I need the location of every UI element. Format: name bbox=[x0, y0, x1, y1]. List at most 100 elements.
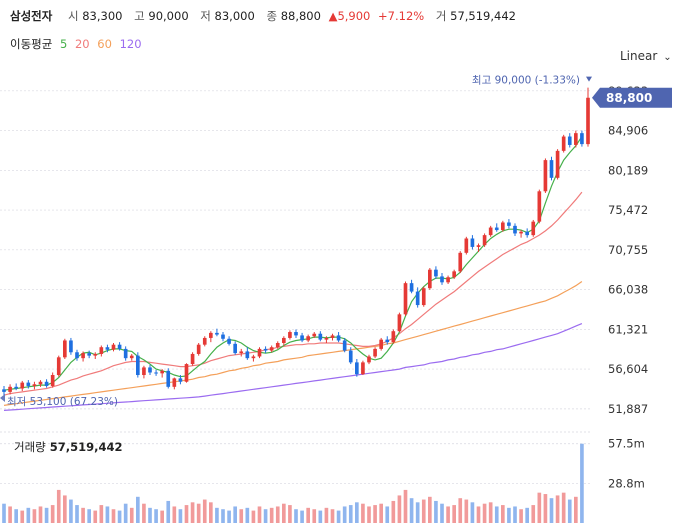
candle-body bbox=[190, 353, 195, 365]
candle-body bbox=[275, 342, 280, 348]
volume-bar bbox=[190, 502, 195, 523]
price-tick-label: 66,038 bbox=[608, 283, 648, 297]
candle-body bbox=[379, 339, 383, 349]
candle-body bbox=[14, 386, 18, 389]
volume-bar bbox=[428, 496, 432, 523]
scale-select-value: Linear bbox=[620, 49, 658, 63]
volume-bar bbox=[519, 509, 523, 523]
candle-body bbox=[494, 227, 499, 231]
volume-bar bbox=[69, 499, 73, 523]
candle-body bbox=[93, 353, 98, 356]
candle-body bbox=[348, 350, 353, 363]
price-tick-label: 51,887 bbox=[608, 402, 648, 416]
volume-bar bbox=[403, 489, 408, 523]
change-percent: +7.12% bbox=[378, 9, 425, 23]
volume-bar bbox=[324, 507, 329, 523]
volume-bar bbox=[336, 510, 341, 523]
candle-body bbox=[178, 378, 183, 382]
volume-bar bbox=[507, 507, 511, 523]
stock-name: 삼성전자 bbox=[10, 9, 53, 23]
candle-body bbox=[543, 160, 548, 192]
volume-bar bbox=[202, 499, 207, 523]
candle-body bbox=[202, 337, 207, 345]
price-axis: 89,62384,90680,18975,47270,75566,03861,3… bbox=[608, 84, 648, 416]
volume-bar bbox=[251, 510, 256, 523]
volume-bar bbox=[221, 509, 225, 523]
high-label: 고 bbox=[134, 9, 145, 23]
scale-select[interactable]: Linear ⌄ bbox=[620, 49, 672, 63]
candle-body bbox=[263, 348, 268, 351]
volume-bar bbox=[99, 505, 104, 523]
candle-body bbox=[215, 332, 219, 335]
volume-bar bbox=[452, 505, 456, 523]
volume-bar bbox=[93, 510, 98, 523]
volume-tick-label: 28.8m bbox=[608, 476, 645, 490]
candle-body bbox=[513, 225, 517, 234]
candles bbox=[2, 87, 590, 396]
quote-header: 삼성전자 시 83,300 고 90,000 저 83,000 종 88,800… bbox=[10, 8, 520, 24]
candle-body bbox=[142, 367, 146, 376]
volume-bar bbox=[306, 507, 310, 523]
volume-bar bbox=[257, 506, 262, 523]
volume-value: 57,519,442 bbox=[450, 9, 516, 23]
volume-bar bbox=[105, 506, 110, 523]
volume-bar bbox=[215, 507, 219, 523]
volume-bar bbox=[549, 498, 554, 523]
ma20-line bbox=[3, 191, 583, 396]
candle-body bbox=[166, 370, 171, 387]
candle-body bbox=[421, 288, 426, 306]
volume-bar bbox=[409, 498, 414, 523]
volume-bar bbox=[318, 510, 323, 523]
candle-body bbox=[154, 372, 158, 374]
candle-body bbox=[8, 386, 12, 392]
candle-body bbox=[75, 352, 79, 359]
candle-body bbox=[184, 364, 189, 382]
candle-body bbox=[330, 335, 335, 338]
volume-axis: 57.5m 28.8m bbox=[608, 437, 645, 491]
volume-bar bbox=[482, 503, 487, 523]
moving-average-legend: 이동평균 5 20 60 120 bbox=[10, 36, 146, 52]
volume-bar bbox=[355, 502, 359, 523]
candle-body bbox=[476, 245, 481, 247]
volume-bar bbox=[470, 502, 475, 523]
candle-body bbox=[160, 370, 164, 374]
candle-body bbox=[99, 347, 104, 354]
volume-bar bbox=[148, 507, 152, 523]
volume-bar bbox=[81, 507, 85, 523]
candle-body bbox=[123, 348, 128, 359]
candle-body bbox=[446, 277, 450, 283]
volume-bar bbox=[361, 503, 365, 523]
volume-bar bbox=[476, 506, 481, 523]
volume-bar bbox=[172, 506, 177, 523]
candle-body bbox=[69, 340, 73, 353]
candle-body bbox=[221, 334, 225, 339]
annotations: 최고 90,000 (-1.33%) 최저 53,100 (67.23%) 88,8… bbox=[0, 75, 672, 408]
volume-bar bbox=[543, 494, 548, 523]
volume-bar bbox=[513, 506, 517, 523]
candle-body bbox=[269, 347, 274, 351]
candle-body bbox=[342, 340, 347, 351]
volume-bar bbox=[56, 489, 61, 523]
candle-body bbox=[373, 348, 377, 357]
volume-bar bbox=[184, 505, 189, 523]
volume-bar bbox=[415, 502, 420, 523]
candle-body bbox=[306, 336, 310, 341]
volume-bars bbox=[2, 443, 584, 523]
candle-body bbox=[361, 362, 365, 375]
candle-body bbox=[136, 355, 140, 376]
open-value: 83,300 bbox=[82, 9, 123, 23]
volume-bar bbox=[129, 507, 134, 523]
candle-body bbox=[300, 335, 304, 341]
candle-body bbox=[312, 333, 317, 337]
candle-body bbox=[452, 271, 456, 278]
high-value: 90,000 bbox=[148, 9, 189, 23]
candle-body bbox=[482, 235, 487, 246]
candle-body bbox=[44, 381, 49, 386]
high-annotation: 최고 90,000 (-1.33%) bbox=[472, 75, 580, 87]
volume-bar bbox=[44, 507, 49, 523]
volume-bar bbox=[367, 506, 371, 523]
price-tick-label: 75,472 bbox=[608, 203, 648, 217]
volume-bar bbox=[494, 506, 499, 523]
ma20-legend: 20 bbox=[74, 37, 90, 51]
